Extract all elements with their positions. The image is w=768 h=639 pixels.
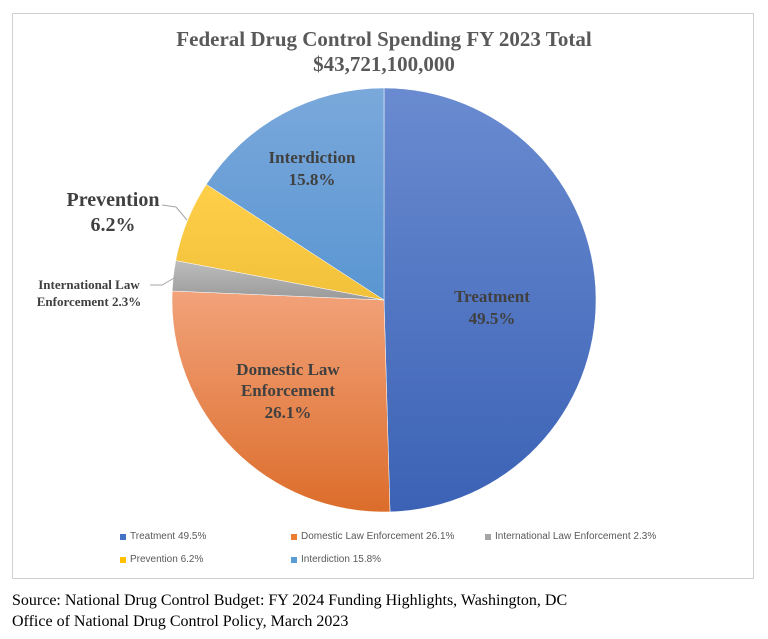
- legend-swatch: [485, 533, 491, 540]
- pie-slice-treatment: [383, 87, 597, 513]
- leader-line-prevention: [161, 204, 188, 221]
- slice-label-international: International Law Enforcement 2.3%: [37, 277, 141, 309]
- legend-label: International Law Enforcement 2.3%: [495, 531, 657, 542]
- slice-label-treatment: Treatment 49.5%: [454, 287, 530, 328]
- legend-label: Domestic Law Enforcement 26.1%: [301, 531, 455, 542]
- slice-label-prevention: Prevention 6.2%: [67, 189, 160, 236]
- slice-label-domestic: Domestic Law Enforcement 26.1%: [236, 360, 340, 422]
- legend-label: Treatment 49.5%: [130, 531, 207, 542]
- source-line-2: Office of National Drug Control Policy, …: [12, 613, 349, 630]
- slice-label-interdiction: Interdiction 15.8%: [269, 148, 356, 189]
- leader-line-international: [150, 276, 177, 286]
- legend-label: Prevention 6.2%: [130, 554, 204, 565]
- legend-item-prevention: Prevention 6.2%: [120, 554, 203, 565]
- legend-item-treatment: Treatment 49.5%: [120, 531, 206, 542]
- pie-slice-domestic-law-enforcement: [171, 290, 391, 513]
- chart-subtitle: $43,721,100,000: [313, 52, 455, 76]
- legend-item-interdiction: Interdiction 15.8%: [291, 554, 381, 565]
- source-line-1: Source: National Drug Control Budget: FY…: [12, 592, 568, 609]
- legend-swatch: [120, 556, 126, 563]
- legend-item-domestic: Domestic Law Enforcement 26.1%: [291, 531, 454, 542]
- pie-slice-interdiction: [205, 87, 385, 301]
- legend-item-international: International Law Enforcement 2.3%: [485, 531, 656, 542]
- legend-swatch: [291, 556, 297, 563]
- chart-title: Federal Drug Control Spending FY 2023 To…: [176, 27, 592, 51]
- legend-label: Interdiction 15.8%: [301, 554, 382, 565]
- legend-swatch: [120, 533, 126, 540]
- legend-swatch: [291, 533, 297, 540]
